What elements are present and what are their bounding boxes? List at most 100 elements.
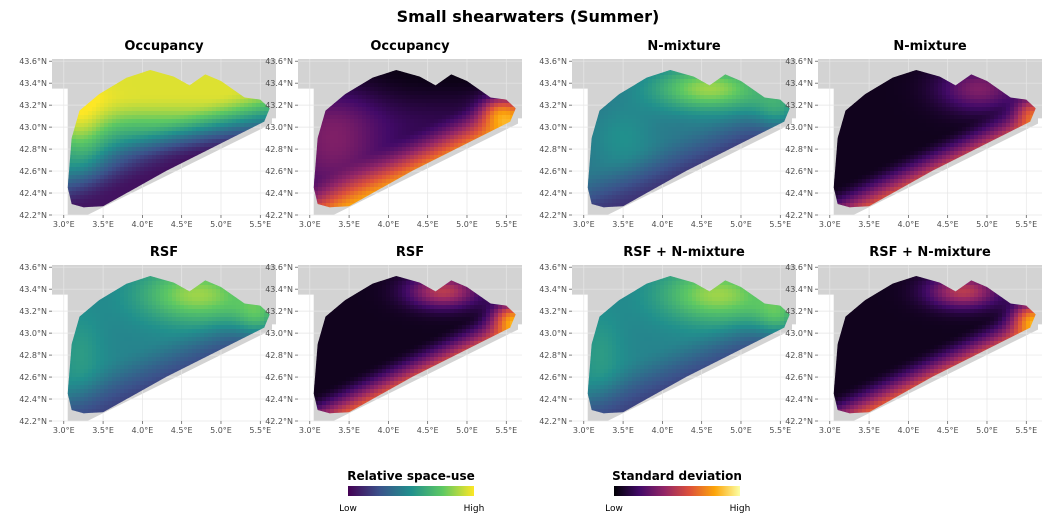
y-tick-label: 42.6°N: [539, 373, 567, 382]
map-panel: Occupancy 3.0°E 3.5°E 4.0°E 4.5°E 5.0°E 5.5°E 4…: [19, 39, 276, 229]
y-tick-label: 43.4°N: [265, 285, 293, 294]
y-tick-label: 43.0°N: [19, 123, 47, 132]
x-tick-label: 5.0°E: [976, 426, 998, 435]
y-axis: 43.6°N 43.4°N 43.2°N 43.0°N 42.8°N 42.6°N 42.4…: [19, 57, 52, 220]
y-tick-label: 42.4°N: [785, 189, 813, 198]
open-area: [818, 294, 834, 421]
panel-title: RSF: [150, 245, 178, 260]
x-tick-label: 4.5°E: [691, 426, 713, 435]
y-tick-label: 43.6°N: [19, 57, 47, 66]
open-area: [272, 118, 276, 215]
y-tick-label: 43.4°N: [19, 79, 47, 88]
x-tick-label: 3.5°E: [338, 426, 360, 435]
y-tick-label: 42.8°N: [539, 145, 567, 154]
x-tick-label: 5.5°E: [1015, 426, 1037, 435]
x-tick-label: 3.5°E: [612, 426, 634, 435]
y-tick-label: 43.6°N: [539, 57, 567, 66]
y-tick-label: 42.2°N: [785, 211, 813, 220]
y-tick-label: 43.2°N: [19, 307, 47, 316]
x-tick-label: 4.5°E: [417, 220, 439, 229]
x-tick-label: 3.0°E: [573, 220, 595, 229]
y-tick-label: 42.6°N: [539, 167, 567, 176]
y-tick-label: 42.6°N: [265, 373, 293, 382]
y-tick-label: 43.4°N: [785, 79, 813, 88]
y-axis: 43.6°N 43.4°N 43.2°N 43.0°N 42.8°N 42.6°N 42.4…: [265, 263, 298, 426]
map-panel: N-mixture 3.0°E 3.5°E 4.0°E 4.5°E 5.0°E 5.5°E 4…: [539, 39, 796, 229]
y-tick-label: 43.2°N: [265, 307, 293, 316]
y-tick-label: 43.4°N: [265, 79, 293, 88]
x-tick-label: 4.0°E: [377, 426, 399, 435]
open-area: [518, 118, 522, 215]
x-tick-label: 3.0°E: [573, 426, 595, 435]
y-tick-label: 42.4°N: [19, 189, 47, 198]
open-area: [1038, 324, 1042, 421]
y-tick-label: 42.8°N: [265, 145, 293, 154]
x-tick-label: 5.0°E: [456, 426, 478, 435]
x-tick-label: 4.0°E: [651, 426, 673, 435]
y-tick-label: 42.4°N: [265, 395, 293, 404]
x-tick-label: 5.5°E: [769, 220, 791, 229]
x-tick-label: 3.0°E: [53, 426, 75, 435]
x-tick-label: 4.5°E: [171, 426, 193, 435]
y-tick-label: 43.6°N: [785, 263, 813, 272]
legend-high-label: High: [730, 504, 751, 514]
y-axis: 43.6°N 43.4°N 43.2°N 43.0°N 42.8°N 42.6°N 42.4…: [539, 57, 572, 220]
x-tick-label: 5.5°E: [495, 220, 517, 229]
y-tick-label: 42.2°N: [265, 417, 293, 426]
y-tick-label: 42.8°N: [785, 351, 813, 360]
map-panel: Occupancy 3.0°E 3.5°E 4.0°E 4.5°E 5.0°E 5.5°E 4…: [265, 39, 522, 229]
x-axis: 3.0°E 3.5°E 4.0°E 4.5°E 5.0°E 5.5°E: [299, 421, 517, 435]
x-tick-label: 5.0°E: [456, 220, 478, 229]
map-panel: N-mixture 3.0°E 3.5°E 4.0°E 4.5°E 5.0°E 5.5°E 4…: [785, 39, 1042, 229]
y-tick-label: 42.4°N: [265, 189, 293, 198]
y-tick-label: 42.2°N: [539, 211, 567, 220]
y-tick-label: 43.0°N: [265, 329, 293, 338]
x-tick-label: 3.0°E: [299, 220, 321, 229]
open-area: [572, 88, 588, 215]
y-axis: 43.6°N 43.4°N 43.2°N 43.0°N 42.8°N 42.6°N 42.4…: [265, 57, 298, 220]
y-tick-label: 43.6°N: [265, 57, 293, 66]
legend-low-label: Low: [605, 504, 623, 514]
x-tick-label: 4.0°E: [131, 426, 153, 435]
panel-title: Occupancy: [124, 39, 204, 54]
map-panel: RSF + N-mixture 3.0°E 3.5°E 4.0°E 4.5°E 5.0°E…: [539, 245, 796, 435]
y-tick-label: 42.2°N: [265, 211, 293, 220]
y-tick-label: 42.2°N: [19, 211, 47, 220]
x-tick-label: 5.5°E: [495, 426, 517, 435]
x-tick-label: 3.0°E: [819, 426, 841, 435]
y-tick-label: 43.2°N: [785, 307, 813, 316]
y-tick-label: 43.0°N: [539, 329, 567, 338]
y-tick-label: 43.6°N: [539, 263, 567, 272]
y-tick-label: 43.2°N: [539, 307, 567, 316]
open-area: [518, 324, 522, 421]
y-axis: 43.6°N 43.4°N 43.2°N 43.0°N 42.8°N 42.6°N 42.4…: [785, 263, 818, 426]
y-tick-label: 42.4°N: [785, 395, 813, 404]
x-axis: 3.0°E 3.5°E 4.0°E 4.5°E 5.0°E 5.5°E: [299, 215, 517, 229]
y-tick-label: 43.4°N: [785, 285, 813, 294]
legend: Standard deviation Low High: [605, 469, 750, 514]
open-area: [572, 294, 588, 421]
x-tick-label: 5.5°E: [249, 426, 271, 435]
legend-colorbar: [614, 486, 740, 496]
open-area: [52, 88, 68, 215]
y-tick-label: 42.8°N: [539, 351, 567, 360]
y-tick-label: 42.8°N: [19, 351, 47, 360]
y-tick-label: 42.2°N: [785, 417, 813, 426]
x-tick-label: 3.0°E: [53, 220, 75, 229]
y-tick-label: 42.4°N: [539, 189, 567, 198]
x-tick-label: 3.5°E: [858, 426, 880, 435]
x-tick-label: 4.5°E: [417, 426, 439, 435]
panel-title: Occupancy: [370, 39, 450, 54]
x-axis: 3.0°E 3.5°E 4.0°E 4.5°E 5.0°E 5.5°E: [573, 421, 791, 435]
y-tick-label: 42.6°N: [19, 373, 47, 382]
x-tick-label: 5.5°E: [249, 220, 271, 229]
legend-low-label: Low: [339, 504, 357, 514]
panel-title: RSF + N-mixture: [623, 245, 745, 260]
x-tick-label: 4.5°E: [937, 220, 959, 229]
x-tick-label: 5.0°E: [210, 426, 232, 435]
x-tick-label: 3.5°E: [858, 220, 880, 229]
x-axis: 3.0°E 3.5°E 4.0°E 4.5°E 5.0°E 5.5°E: [819, 215, 1037, 229]
x-axis: 3.0°E 3.5°E 4.0°E 4.5°E 5.0°E 5.5°E: [53, 215, 271, 229]
open-area: [298, 88, 314, 215]
